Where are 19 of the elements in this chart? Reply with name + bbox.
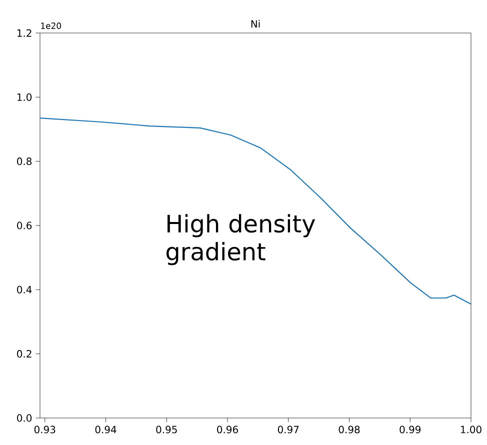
- y-tick-label: 0.2: [17, 350, 32, 358]
- chart-title: Ni: [251, 20, 260, 28]
- x-tick-label: 0.97: [278, 426, 299, 434]
- x-tick-label: 0.99: [400, 426, 421, 434]
- y-tick-label: 0.0: [17, 414, 32, 422]
- y-tick-label: 0.6: [17, 222, 32, 230]
- line-series: [39, 117, 472, 305]
- y-tick-label: 1.2: [17, 29, 32, 37]
- y-tick-label: 1.0: [17, 93, 32, 101]
- x-tick-label: 0.98: [338, 426, 360, 434]
- text: 1e20: [41, 22, 62, 29]
- x-tick-label: 0.94: [95, 426, 116, 434]
- y-tick-label: 0.4: [17, 286, 32, 294]
- x-tick-label: 1.00: [461, 426, 482, 434]
- x-tick-label: 0.96: [217, 426, 238, 434]
- x-tick-label: 0.95: [156, 426, 177, 434]
- annotation: High density gradient: [166, 214, 316, 266]
- y-tick-label: 0.8: [17, 158, 32, 166]
- x-tick-label: 0.93: [34, 426, 56, 434]
